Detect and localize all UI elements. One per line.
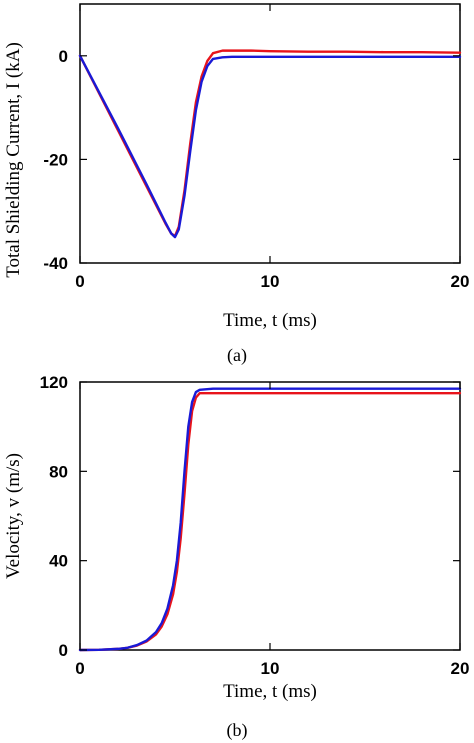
panel-a-x-tick-label: 0 [75, 272, 84, 291]
panel-b-caption: (b) [227, 720, 248, 741]
panel-b-series-line-red [78, 391, 462, 652]
panel-b-y-tick-label: 40 [49, 552, 68, 571]
panel-b-y-axis-title: Velocity, v (m/s) [3, 453, 24, 579]
panel-b-x-tick-label: 0 [75, 659, 84, 678]
panel-a-y-tick-label: -20 [43, 150, 68, 169]
panel-b-series-group [78, 387, 462, 652]
panel-b-x-tick-label: 10 [261, 659, 280, 678]
panel-a-caption: (a) [227, 345, 247, 366]
panel-b-plot-frame [79, 381, 461, 651]
panel-a-plot-frame [79, 3, 461, 264]
panel-b-x-tick-label: 20 [451, 659, 470, 678]
panel-a-y-tick-label: -40 [43, 254, 68, 273]
panel-b-series-line-blue [78, 387, 462, 652]
panel-a-x-tick-label: 20 [451, 272, 470, 291]
panel-a-ticks-group: 0 10 20 0 -20 -40 [43, 4, 469, 291]
panel-a-x-tick-label: 10 [261, 272, 280, 291]
panel-a: 0 10 20 0 -20 -40 Time, t (ms) Total Shieldin… [3, 3, 469, 366]
panel-b-y-tick-label: 0 [59, 641, 68, 660]
panel-a-series-line-blue [78, 54, 462, 239]
panel-b-y-tick-label: 120 [40, 373, 68, 392]
panel-a-series-group [78, 49, 462, 239]
panel-a-y-axis-title: Total Shielding Current, I (kA) [3, 42, 24, 278]
panel-a-x-axis-title: Time, t (ms) [223, 310, 317, 331]
panel-b: 0 10 20 0 40 80 120 Time, t (ms) Velocity, v (… [3, 373, 469, 741]
panel-b-y-tick-label: 80 [49, 462, 68, 481]
panel-b-x-axis-title: Time, t (ms) [223, 681, 317, 702]
panel-a-y-tick-label: 0 [59, 47, 68, 66]
panel-a-series-line-red [78, 49, 462, 238]
panel-b-ticks-group: 0 10 20 0 40 80 120 [40, 373, 470, 678]
